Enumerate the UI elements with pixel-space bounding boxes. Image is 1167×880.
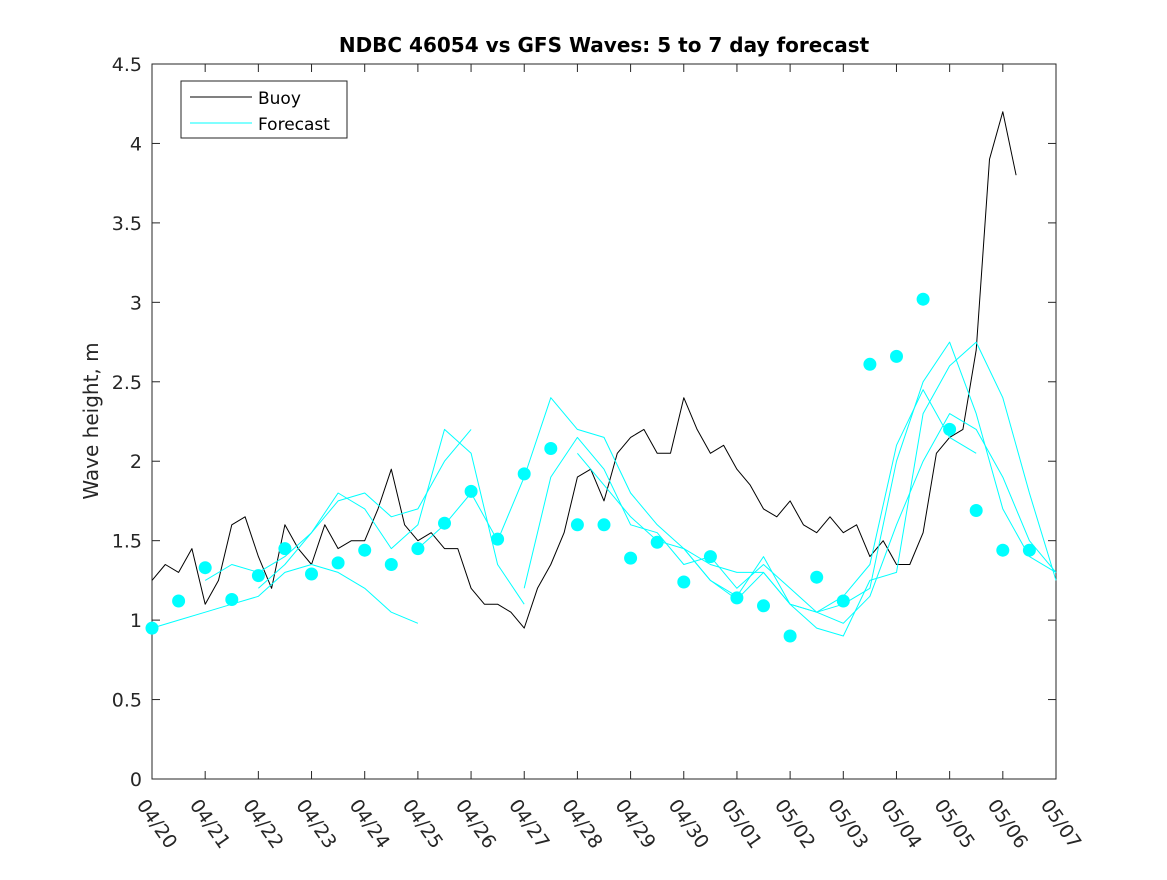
- forecast-marker-point: [836, 594, 850, 608]
- forecast-marker-point: [517, 467, 531, 481]
- forecast-marker-point: [1022, 543, 1036, 557]
- forecast-series-line: [258, 428, 525, 605]
- forecast-marker-point: [491, 532, 505, 546]
- forecast-marker-point: [544, 442, 558, 455]
- forecast-marker-point: [969, 504, 983, 517]
- legend-buoy-label: Buoy: [258, 89, 301, 109]
- forecast-marker-point: [810, 570, 824, 584]
- forecast-marker-point: [251, 569, 265, 583]
- forecast-marker-point: [331, 556, 345, 570]
- forecast-marker-point: [863, 357, 877, 371]
- forecast-marker-point: [703, 550, 717, 564]
- forecast-marker-point: [570, 518, 584, 532]
- forecast-marker-point: [305, 567, 318, 581]
- y-axis-label: Wave height, m: [79, 342, 103, 499]
- chart-title: NDBC 46054 vs GFS Waves: 5 to 7 day fore…: [339, 33, 870, 57]
- legend: Buoy Forecast: [180, 80, 348, 139]
- forecast-marker-point: [677, 575, 691, 589]
- forecast-marker-point: [730, 591, 744, 605]
- legend-box: [180, 80, 348, 139]
- forecast-marker-point: [145, 621, 159, 635]
- forecast-marker-point: [943, 422, 957, 436]
- forecast-marker-point: [624, 551, 638, 565]
- forecast-marker-point: [650, 535, 664, 549]
- axes-frame: [151, 63, 1057, 780]
- y-tick-label: 0.5: [112, 690, 142, 712]
- y-tick-label: 4.5: [112, 54, 142, 76]
- forecast-marker-point: [225, 593, 239, 606]
- forecast-marker-point: [464, 484, 478, 498]
- forecast-marker-point: [384, 558, 398, 571]
- forecast-marker-point: [278, 542, 292, 556]
- y-tick-label: 1: [130, 610, 142, 632]
- y-tick-label: 2: [130, 451, 142, 473]
- forecast-marker-point: [996, 543, 1010, 557]
- y-tick-label: 1.5: [112, 531, 142, 553]
- forecast-marker-point: [890, 349, 903, 363]
- forecast-marker-point: [783, 629, 797, 643]
- forecast-marker-point: [916, 292, 930, 306]
- legend-forecast-label: Forecast: [258, 115, 330, 135]
- y-tick-label: 4: [130, 133, 142, 155]
- forecast-marker-point: [172, 594, 186, 608]
- forecast-series-line: [523, 413, 1057, 624]
- forecast-series-line: [151, 564, 419, 629]
- forecast-marker-point: [198, 561, 212, 575]
- y-tick-label: 0: [130, 769, 142, 791]
- forecast-marker-point: [411, 542, 425, 556]
- y-tick-label: 3: [130, 292, 142, 314]
- forecast-marker-point: [597, 518, 611, 532]
- forecast-marker-point: [358, 543, 372, 557]
- forecast-marker-point: [757, 599, 770, 613]
- y-tick-label: 2.5: [112, 372, 142, 394]
- forecast-marker-point: [438, 516, 451, 530]
- y-tick-label: 3.5: [112, 213, 142, 235]
